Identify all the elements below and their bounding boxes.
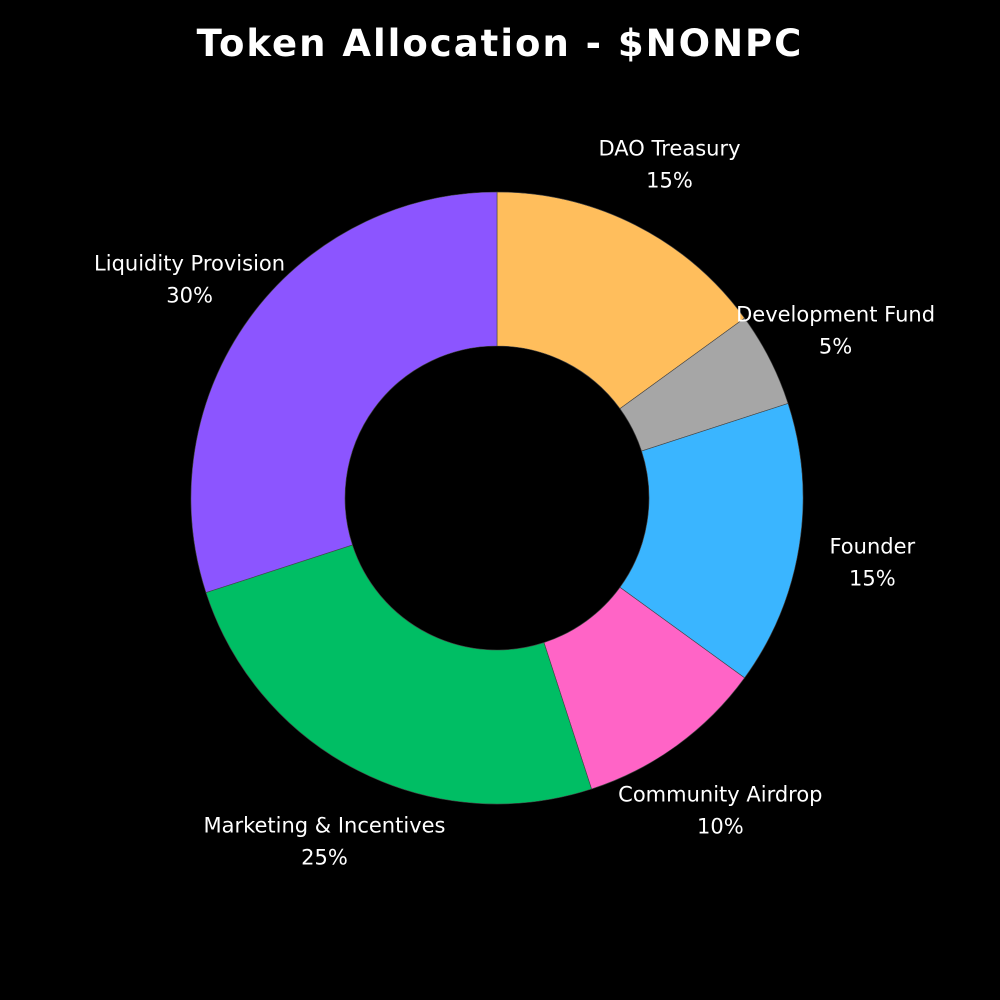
slice-label-percent: 5%: [819, 334, 852, 358]
slice-founder: [619, 403, 804, 679]
slice-label-percent: 15%: [646, 168, 693, 192]
slice-label-percent: 25%: [301, 846, 348, 870]
slice-label-percent: 15%: [849, 566, 896, 590]
slices-group: [190, 191, 804, 805]
slice-label-name: Liquidity Provision: [94, 252, 285, 276]
chart-title: Token Allocation - $NONPC: [196, 22, 804, 65]
slice-label-name: Development Fund: [736, 302, 935, 326]
label-liquidity-provision: Liquidity Provision 30%: [94, 252, 285, 308]
label-founder: Founder 15%: [829, 534, 915, 590]
slice-label-percent: 30%: [166, 284, 213, 308]
slice-label-name: Community Airdrop: [618, 782, 822, 806]
label-marketing-and-incentives: Marketing & Incentives 25%: [203, 814, 445, 870]
slice-label-name: Founder: [829, 534, 915, 558]
labels-group: DAO Treasury 15% Development Fund 5% Founder…: [94, 136, 935, 869]
slice-liquidity-provision: [190, 191, 498, 593]
label-development-fund: Development Fund 5%: [736, 302, 935, 358]
label-dao-treasury: DAO Treasury 15%: [599, 136, 741, 192]
slice-label-name: DAO Treasury: [599, 136, 741, 160]
slice-dao-treasury: [496, 191, 745, 410]
slice-label-name: Marketing & Incentives: [203, 814, 445, 838]
slice-label-percent: 10%: [697, 814, 744, 838]
label-community-airdrop: Community Airdrop 10%: [618, 782, 822, 838]
slice-marketing-and-incentives: [205, 544, 592, 805]
